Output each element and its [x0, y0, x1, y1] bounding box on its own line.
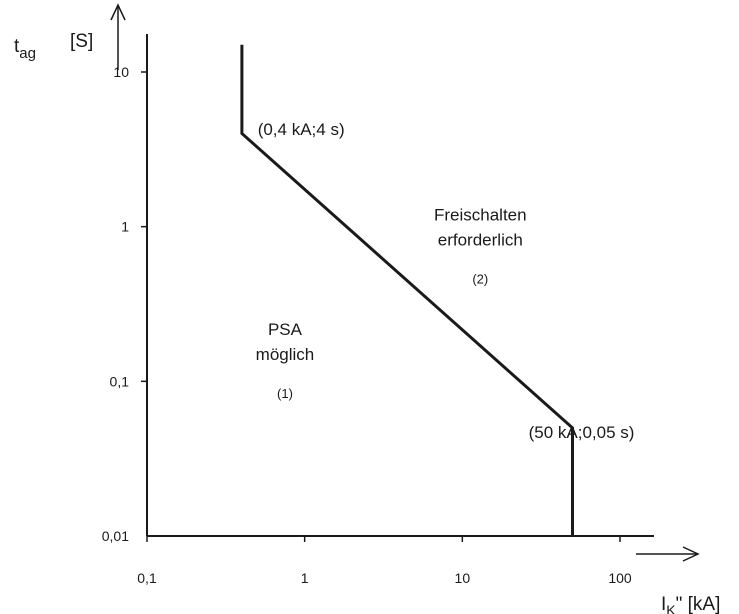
series [240, 44, 574, 537]
y-tick-label: 10 [113, 64, 129, 80]
y-axis-arrow-head [110, 3, 126, 21]
y-tick-label: 0,1 [110, 373, 130, 389]
region-2-label: Freischalten [434, 205, 527, 224]
x-axis-title: IK" [kA] [661, 594, 720, 614]
point-annotation: (0,4 kA;4 s) [258, 120, 345, 139]
x-axis-arrow-head [682, 546, 700, 562]
region-2-label: erforderlich [438, 230, 523, 249]
y-tick-label: 0,01 [102, 528, 129, 544]
region-2-number: (2) [472, 271, 488, 286]
region-1-label: PSA [268, 320, 303, 339]
point-annotation: (50 kA;0,05 s) [529, 423, 635, 442]
annotations: (0,4 kA;4 s) (50 kA;0,05 s) PSA möglich (1) F… [256, 120, 635, 442]
region-1-number: (1) [277, 386, 293, 401]
ticks: 0,1 1 10 100 0,01 0,1 1 10 [102, 64, 632, 586]
x-tick-label: 100 [608, 570, 632, 586]
y-axis-unit: [S] [70, 31, 93, 52]
y-axis-title: tag [14, 36, 36, 62]
x-tick-label: 1 [301, 570, 309, 586]
y-tick-label: 1 [121, 219, 129, 235]
x-tick-label: 0,1 [137, 570, 157, 586]
x-tick-label: 10 [455, 570, 471, 586]
axes [110, 3, 700, 562]
boundary-curve [240, 44, 574, 536]
region-1-label: möglich [256, 345, 315, 364]
